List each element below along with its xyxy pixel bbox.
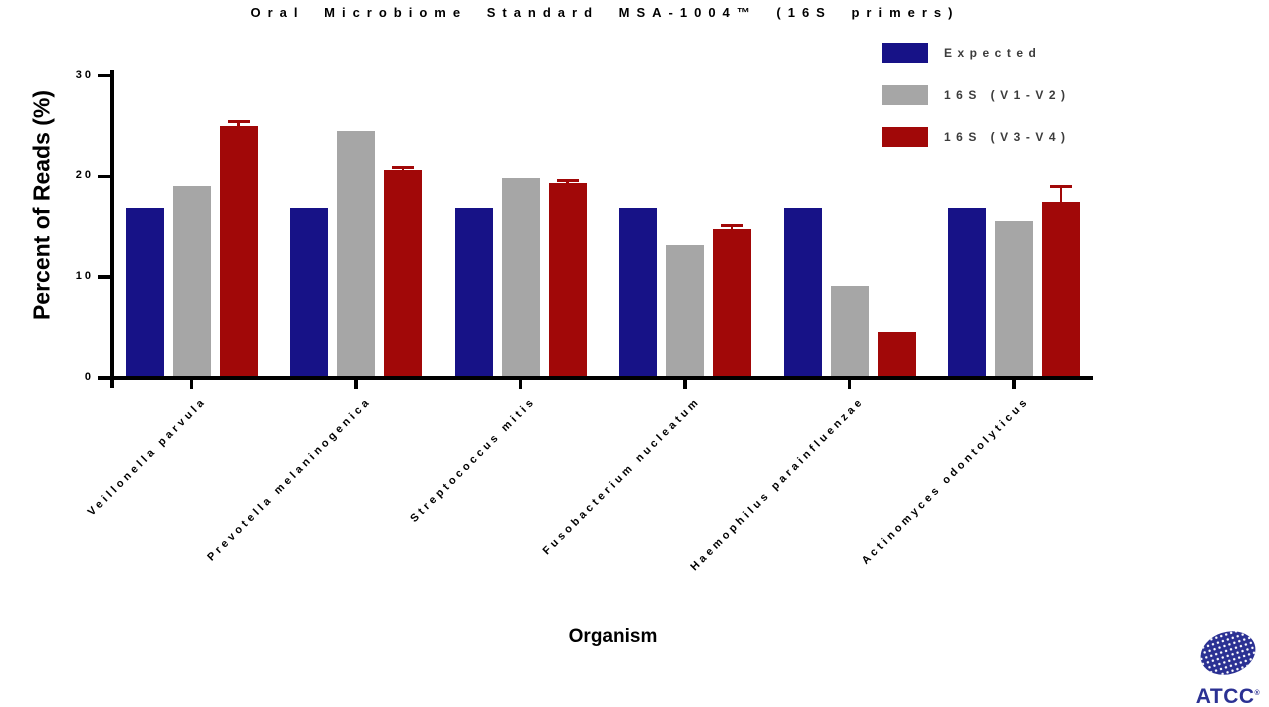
legend: Expected 16S (V1-V2) 16S (V3-V4) <box>882 43 1071 169</box>
bar-expected-3 <box>619 207 657 377</box>
x-tick <box>683 380 687 389</box>
legend-label-expected: Expected <box>944 46 1042 60</box>
registered-mark: ® <box>1254 690 1261 697</box>
bar-16s-v3-v4-1 <box>384 170 422 377</box>
x-tick <box>847 380 852 389</box>
x-axis-title: Organism <box>568 626 658 647</box>
chart-title: Oral Microbiome Standard MSA-1004™ (16S … <box>250 5 960 20</box>
x-category-label: Prevotella melaninogenica <box>204 395 374 564</box>
error-bar-stem <box>566 180 569 184</box>
x-category-label: Streptococcus mitis <box>408 395 538 525</box>
x-category-label: Actinomyces odontolyticus <box>859 395 1032 567</box>
legend-label-16s-v1v2: 16S (V1-V2) <box>944 88 1071 102</box>
atcc-logo: ATCC® <box>1188 627 1268 707</box>
bar-expected-0 <box>125 207 164 377</box>
y-tick-label: 20 <box>75 169 94 182</box>
error-bar-cap <box>556 178 579 182</box>
bar-expected-1 <box>290 207 328 377</box>
error-bar-stem <box>237 121 240 126</box>
legend-label-16s-v3v4: 16S (V3-V4) <box>944 130 1071 144</box>
error-bar-stem <box>1059 186 1063 202</box>
bar-16s-v1-v2-5 <box>995 220 1033 377</box>
error-bar-stem <box>401 167 405 171</box>
y-tick-label: 30 <box>75 68 94 81</box>
y-tick-label: 0 <box>84 371 94 383</box>
bar-16s-v3-v4-2 <box>548 183 587 377</box>
error-bar-stem <box>730 225 734 229</box>
bar-expected-4 <box>783 207 822 377</box>
legend-swatch-expected <box>882 43 928 63</box>
error-bar-cap <box>721 224 743 228</box>
legend-item-16s-v1v2: 16S (V1-V2) <box>882 85 1071 105</box>
bar-16s-v3-v4-0 <box>219 125 258 377</box>
bar-16s-v3-v4-5 <box>1042 201 1080 377</box>
y-tick <box>98 275 111 279</box>
bar-16s-v1-v2-0 <box>172 186 211 377</box>
x-category-label: Haemophilus parainfluenzae <box>688 395 867 574</box>
x-tick <box>189 380 194 389</box>
bar-16s-v1-v2-4 <box>830 286 869 377</box>
bar-expected-2 <box>454 207 493 377</box>
bar-expected-5 <box>948 207 986 377</box>
bar-16s-v3-v4-4 <box>877 331 916 377</box>
x-tick <box>518 380 523 389</box>
bar-16s-v1-v2-1 <box>337 130 375 377</box>
error-bar-cap <box>392 165 414 169</box>
bar-16s-v1-v2-2 <box>501 178 540 377</box>
x-tick <box>1012 380 1016 389</box>
bar-16s-v3-v4-3 <box>713 228 751 377</box>
atcc-wordmark: ATCC® <box>1195 685 1261 707</box>
error-bar-cap <box>1050 184 1072 188</box>
x-tick <box>354 380 358 389</box>
legend-item-expected: Expected <box>882 43 1071 63</box>
x-category-label: Fusobacterium nucleatum <box>540 395 703 558</box>
legend-swatch-16s-v3v4 <box>882 127 928 147</box>
x-category-label: Veillonella parvula <box>85 395 209 519</box>
error-bar-cap <box>227 120 250 124</box>
y-axis-line <box>110 70 114 388</box>
atcc-globe-icon <box>1200 631 1256 675</box>
x-axis-line <box>104 376 1093 380</box>
legend-item-16s-v3v4: 16S (V3-V4) <box>882 127 1071 147</box>
y-tick <box>98 73 111 78</box>
legend-swatch-16s-v1v2 <box>882 85 928 105</box>
y-tick <box>98 174 111 179</box>
bar-16s-v1-v2-3 <box>666 244 704 377</box>
y-tick-label: 10 <box>75 270 94 283</box>
